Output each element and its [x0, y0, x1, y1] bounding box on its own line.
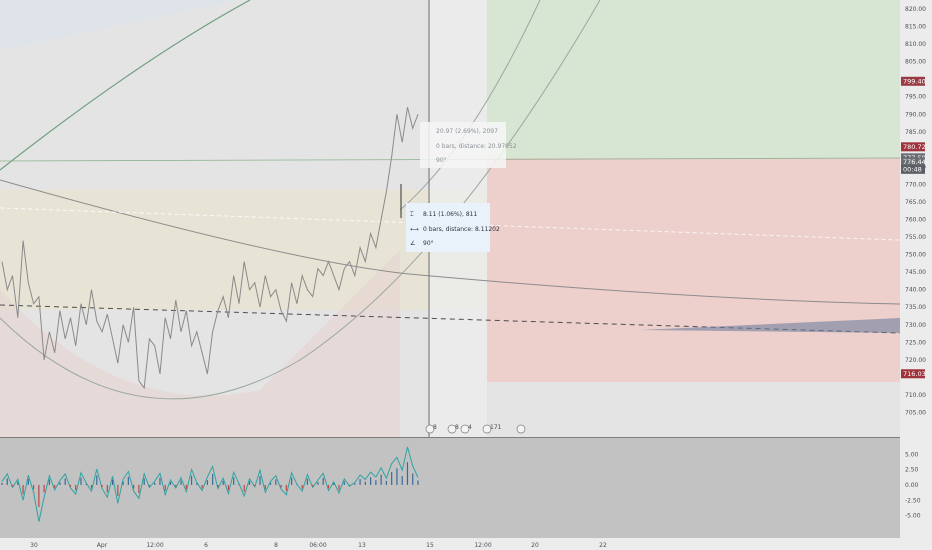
oscillator-tick-label: 5.00: [905, 451, 919, 458]
price-badge: [901, 164, 925, 174]
price-badge-label: 00:48: [903, 166, 922, 174]
ruler-primary-line-3: 90°: [423, 240, 434, 247]
event-marker-count: 8: [433, 424, 437, 431]
loss-zone: [487, 158, 900, 382]
event-marker[interactable]: [425, 424, 435, 434]
oscillator-tick-label: 0.00: [905, 482, 919, 489]
ruler-primary-line-1: 8.11 (1.06%), 811: [423, 211, 477, 218]
event-marker[interactable]: [516, 424, 526, 434]
price-tick-label: 760.00: [905, 217, 926, 224]
time-axis[interactable]: [0, 538, 932, 550]
time-tick-label: 30: [30, 542, 38, 549]
oscillator-line: [1, 446, 419, 522]
shade-region-pink: [0, 250, 400, 437]
price-tick-label: 790.00: [905, 111, 926, 118]
price-tick-label: 750.00: [905, 252, 926, 259]
event-marker-count: 8: [455, 424, 459, 431]
price-tick-label: 770.00: [905, 181, 926, 188]
price-tick-label: 745.00: [905, 269, 926, 276]
price-badge-label: 776.44: [903, 158, 926, 166]
event-markers[interactable]: 8 8 4 171: [425, 424, 526, 434]
event-marker[interactable]: [460, 424, 470, 434]
oscillator-series: [1, 446, 419, 522]
price-badge-label: 799.40: [903, 78, 926, 86]
time-tick-label: Apr: [97, 542, 108, 549]
price-axis[interactable]: [900, 0, 932, 538]
event-marker-count: 171: [490, 424, 502, 431]
trend-arc-green: [0, 0, 251, 171]
ruler-secondary[interactable]: 20.97 (2.69%), 2097 0 bars, distance: 20…: [420, 122, 517, 168]
oscillator-pane-bg: [0, 438, 900, 538]
time-tick-label: 6: [204, 542, 208, 549]
price-tick-label: 725.00: [905, 339, 926, 346]
event-marker-count: 4: [468, 424, 472, 431]
event-marker[interactable]: [482, 424, 492, 434]
price-tick-label: 735.00: [905, 304, 926, 311]
time-axis-labels: 30 Apr 12:00 6 8 06:00 13 15 12:00 20 22: [30, 542, 607, 549]
oscillator-tick-label: 2.50: [905, 467, 919, 474]
price-tick-label: 710.00: [905, 392, 926, 399]
price-tick-label: 795.00: [905, 94, 926, 101]
ruler-secondary-line-2: 0 bars, distance: 20.97052: [436, 143, 517, 150]
time-tick-label: 13: [358, 542, 366, 549]
time-tick-label: 12:00: [146, 542, 163, 549]
price-tick-label: 730.00: [905, 322, 926, 329]
price-badge: [901, 142, 925, 152]
oscillator-tick-label: -2.50: [905, 497, 921, 504]
event-marker[interactable]: [447, 424, 457, 434]
oscillator-axis-ticks: 5.00 2.50 0.00 -2.50 -5.00: [905, 451, 921, 519]
price-tick-label: 805.00: [905, 59, 926, 66]
ruler-icon-height: ⌶: [410, 211, 414, 218]
price-tick-label: 785.00: [905, 129, 926, 136]
price-badge: [901, 157, 925, 167]
price-tick-label: 755.00: [905, 234, 926, 241]
price-badge: [901, 76, 925, 86]
price-badge-label: 716.03: [903, 370, 926, 378]
price-tick-label: 740.00: [905, 287, 926, 294]
ruler-secondary-line-3: 90°: [436, 157, 447, 164]
price-tick-label: 815.00: [905, 24, 926, 31]
ruler-secondary-line-1: 20.97 (2.69%), 2097: [436, 128, 498, 135]
time-tick-label: 06:00: [309, 542, 326, 549]
profit-zone: [487, 0, 900, 158]
ruler-primary-line-2: 0 bars, distance: 8.11202: [423, 226, 500, 233]
oscillator-tick-label: -5.00: [905, 513, 921, 520]
curve-arc-lower: [0, 0, 601, 400]
time-tick-label: 8: [274, 542, 278, 549]
ruler-icon-angle: ∠: [410, 240, 415, 247]
price-tick-label: 820.00: [905, 6, 926, 13]
ruler-primary-box: [406, 203, 490, 252]
time-tick-label: 15: [426, 542, 434, 549]
ruler-icon-bars: ⟷: [410, 226, 419, 233]
curve-decay: [0, 179, 901, 305]
price-tick-label: 765.00: [905, 199, 926, 206]
time-tick-label: 20: [531, 542, 539, 549]
price-badge-label: 780.72: [903, 143, 926, 151]
shade-region-blue: [0, 0, 240, 50]
price-series: [1, 107, 419, 390]
ruler-secondary-box: [420, 122, 506, 168]
ruler-primary[interactable]: ⌶ 8.11 (1.06%), 811 ⟷ 0 bars, distance: …: [400, 184, 500, 252]
price-line: [1, 107, 419, 390]
price-badge: [901, 369, 925, 379]
price-tick-label: 720.00: [905, 357, 926, 364]
time-tick-label: 22: [599, 542, 607, 549]
price-tick-label: 705.00: [905, 409, 926, 416]
price-tick-label: 810.00: [905, 41, 926, 48]
wedge-shape: [640, 318, 900, 333]
time-tick-label: 12:00: [474, 542, 491, 549]
